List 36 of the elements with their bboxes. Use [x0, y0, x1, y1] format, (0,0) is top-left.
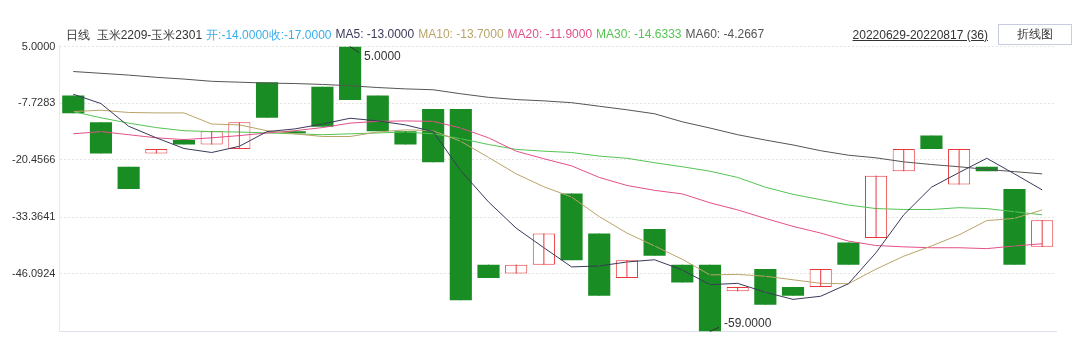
y-tick-label: -33.3641 — [11, 210, 56, 223]
candlestick — [671, 264, 694, 283]
candlestick — [172, 139, 196, 145]
candlestick — [837, 241, 860, 266]
text: MA10: -13.7000 — [418, 27, 504, 43]
candlestick — [339, 46, 362, 101]
chart-subtitle: 开:-14.0000收:-17.0000 — [206, 27, 332, 44]
text: MA20: -11.9000 — [507, 27, 593, 43]
candlestick — [920, 135, 943, 150]
chart-title: 日线 玉米2209-玉米2301 — [66, 27, 203, 44]
candlestick — [643, 228, 666, 257]
candlestick — [366, 95, 389, 132]
y-tick-label: -46.0924 — [11, 266, 56, 279]
text: 折线图 — [998, 24, 1072, 45]
text: 20220629-20220817 (36) — [852, 27, 988, 42]
candlestick — [311, 86, 334, 128]
candlestick — [505, 264, 528, 275]
text: MA5: -13.0000 — [335, 27, 415, 43]
y-tick-label: -20.4566 — [11, 152, 56, 165]
candlestick — [588, 233, 611, 297]
y-tick-label: 5.0000 — [21, 39, 56, 52]
candlestick — [477, 264, 500, 279]
candlestick — [560, 192, 583, 261]
text: MA60: -4.2667 — [685, 27, 765, 43]
candlestick — [1003, 188, 1026, 266]
candlestick — [449, 108, 472, 301]
candlestick — [394, 130, 417, 145]
annotation: -59.0000 — [723, 315, 772, 330]
text: MA30: -14.6333 — [596, 27, 682, 43]
candlestick — [698, 264, 722, 332]
annotation: 5.0000 — [364, 48, 402, 63]
candlestick — [62, 95, 85, 114]
candlestick — [781, 286, 805, 297]
candlestick — [422, 108, 445, 163]
candlestick — [117, 166, 140, 190]
y-tick-label: -7.7283 — [18, 96, 56, 109]
